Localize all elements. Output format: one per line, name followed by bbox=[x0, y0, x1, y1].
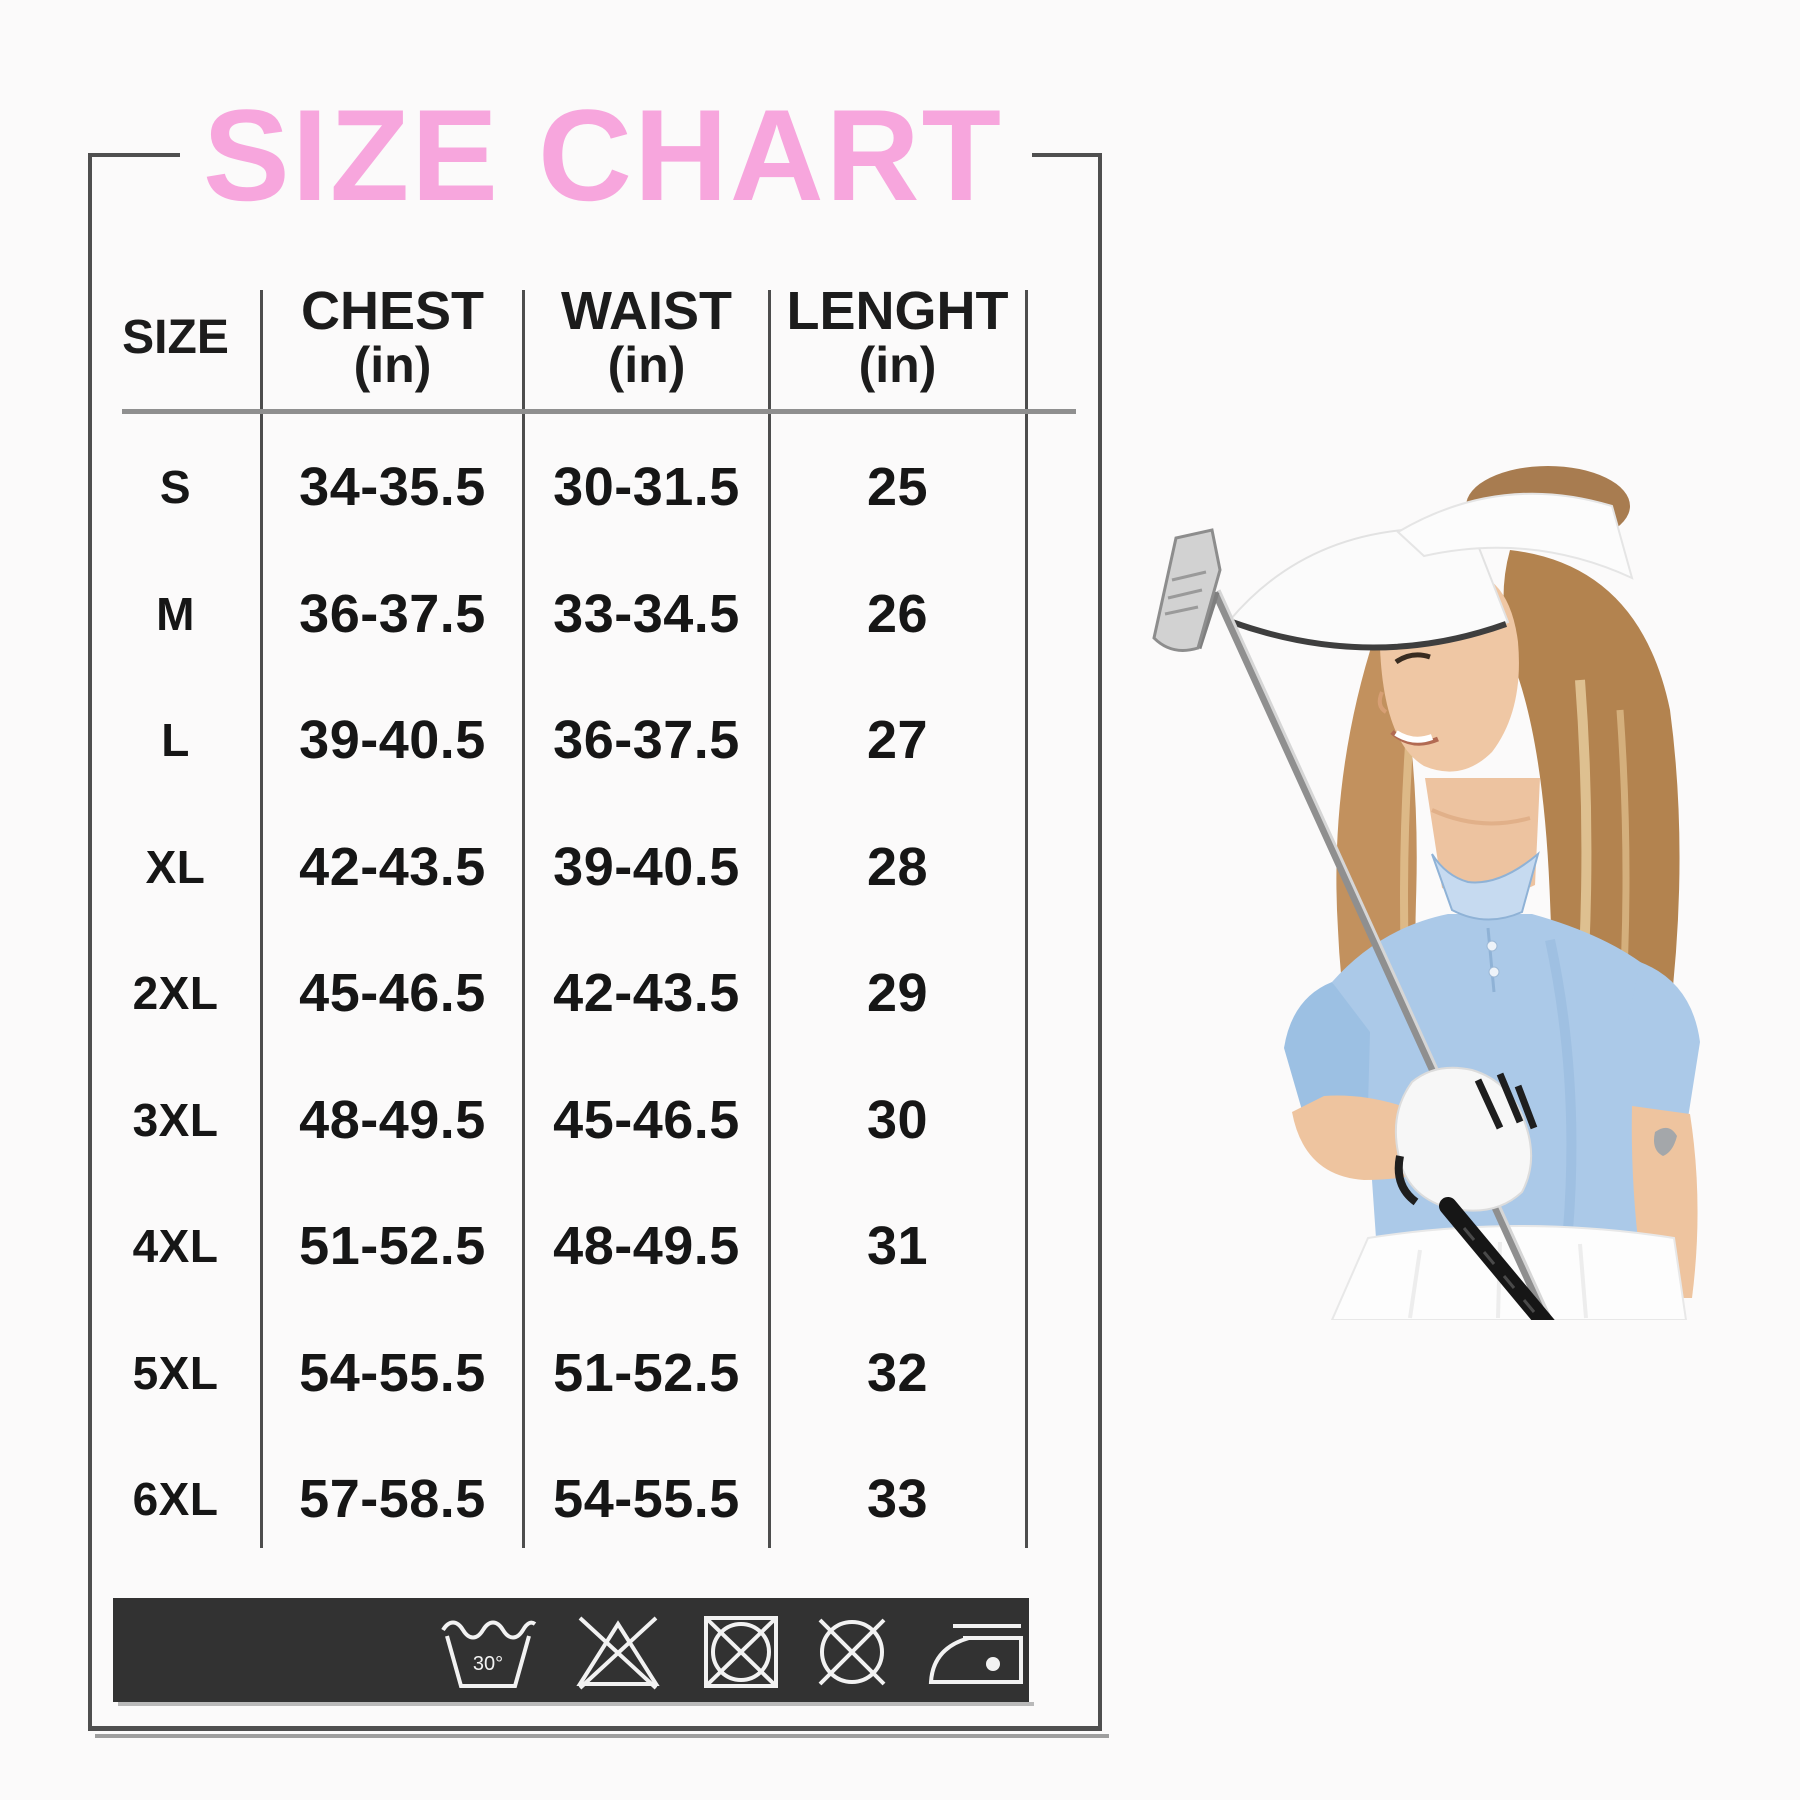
column-header-unit: (in) bbox=[858, 337, 937, 393]
do-not-tumble-dry-icon bbox=[692, 1612, 790, 1692]
column-separator bbox=[1025, 290, 1028, 1548]
table-row: XL 42-43.5 39-40.5 28 bbox=[90, 804, 1026, 930]
cell-chest: 57-58.5 bbox=[299, 1469, 486, 1529]
sleeve bbox=[1628, 962, 1700, 1121]
visor-trim bbox=[1230, 619, 1508, 651]
neck bbox=[1425, 778, 1540, 898]
cell-waist: 45-46.5 bbox=[553, 1090, 740, 1150]
cell-size: XL bbox=[145, 841, 206, 893]
care-bar-shadow bbox=[118, 1702, 1034, 1706]
table-row: 2XL 45-46.5 42-43.5 29 bbox=[90, 930, 1026, 1056]
golf-club-head bbox=[1152, 528, 1222, 652]
cell-size: M bbox=[156, 588, 195, 640]
cell-chest: 34-35.5 bbox=[299, 457, 486, 517]
frame-bottom-border bbox=[88, 1726, 1102, 1731]
cell-size: 2XL bbox=[132, 967, 219, 1019]
visor-band bbox=[1396, 492, 1634, 580]
cell-waist: 54-55.5 bbox=[553, 1469, 740, 1529]
frame-left-border bbox=[88, 153, 92, 1730]
cell-waist: 33-34.5 bbox=[553, 584, 740, 644]
column-header-label: SIZE bbox=[122, 310, 229, 364]
cell-length: 26 bbox=[866, 584, 929, 644]
cell-waist: 39-40.5 bbox=[553, 837, 740, 897]
table-row: L 39-40.5 36-37.5 27 bbox=[90, 677, 1026, 803]
cell-chest: 48-49.5 bbox=[299, 1090, 486, 1150]
do-not-bleach-icon bbox=[572, 1612, 664, 1692]
cell-length: 32 bbox=[866, 1343, 929, 1403]
cell-length: 33 bbox=[866, 1469, 929, 1529]
cell-length: 28 bbox=[866, 837, 929, 897]
table-row: 6XL 57-58.5 54-55.5 33 bbox=[90, 1436, 1026, 1562]
frame-right-border bbox=[1098, 153, 1102, 1730]
column-header-waist: WAIST (in) bbox=[524, 284, 769, 390]
care-instructions-bar bbox=[113, 1598, 1029, 1702]
cell-waist: 42-43.5 bbox=[553, 963, 740, 1023]
cell-length: 31 bbox=[866, 1216, 929, 1276]
column-separator bbox=[260, 290, 263, 1548]
cell-length: 30 bbox=[866, 1090, 929, 1150]
cell-waist: 51-52.5 bbox=[553, 1343, 740, 1403]
column-header-length: LENGHT (in) bbox=[769, 284, 1026, 390]
cell-waist: 30-31.5 bbox=[553, 457, 740, 517]
column-header-unit: (in) bbox=[353, 337, 432, 393]
column-header-label: LENGHT bbox=[786, 281, 1009, 341]
column-separator bbox=[522, 290, 525, 1548]
column-header-label: WAIST bbox=[561, 281, 732, 341]
tattoo bbox=[1654, 1127, 1677, 1156]
cell-chest: 51-52.5 bbox=[299, 1216, 486, 1276]
cell-chest: 45-46.5 bbox=[299, 963, 486, 1023]
golf-club-grip bbox=[1439, 1197, 1555, 1320]
machine-wash-30-icon: 30° bbox=[435, 1612, 539, 1692]
sleeve bbox=[1284, 982, 1370, 1126]
table-row: S 34-35.5 30-31.5 25 bbox=[90, 424, 1026, 550]
golfer-photo bbox=[1152, 466, 1700, 1320]
frame-bottom-shadow bbox=[95, 1734, 1109, 1738]
cell-size: 5XL bbox=[132, 1347, 219, 1399]
cell-chest: 54-55.5 bbox=[299, 1343, 486, 1403]
golf-glove bbox=[1394, 1066, 1533, 1212]
polo-collar bbox=[1431, 851, 1540, 921]
cell-waist: 36-37.5 bbox=[553, 710, 740, 770]
table-row: 5XL 54-55.5 51-52.5 32 bbox=[90, 1310, 1026, 1436]
table-header: SIZE CHEST (in) WAIST (in) LENGHT (in) bbox=[90, 272, 1026, 402]
table-row: 3XL 48-49.5 45-46.5 30 bbox=[90, 1057, 1026, 1183]
frame-top-right-segment bbox=[1032, 153, 1102, 157]
do-not-dry-clean-icon bbox=[806, 1612, 898, 1692]
cell-size: 4XL bbox=[132, 1220, 219, 1272]
cell-size: 3XL bbox=[132, 1094, 219, 1146]
eye bbox=[1394, 652, 1431, 665]
iron-low-icon bbox=[923, 1612, 1031, 1692]
cell-length: 25 bbox=[866, 457, 929, 517]
polo-button bbox=[1486, 940, 1498, 952]
cell-length: 29 bbox=[866, 963, 929, 1023]
page-title: SIZE CHART bbox=[203, 82, 1003, 228]
column-header-label: CHEST bbox=[300, 281, 484, 341]
svg-text:30°: 30° bbox=[473, 1653, 503, 1675]
polo-button bbox=[1488, 966, 1500, 978]
cell-chest: 36-37.5 bbox=[299, 584, 486, 644]
cell-chest: 42-43.5 bbox=[299, 837, 486, 897]
frame-top-left-segment bbox=[88, 153, 180, 157]
cell-size: L bbox=[161, 714, 190, 766]
nose bbox=[1377, 691, 1388, 714]
header-underline bbox=[122, 409, 1076, 414]
table-row: 4XL 51-52.5 48-49.5 31 bbox=[90, 1183, 1026, 1309]
cell-waist: 48-49.5 bbox=[553, 1216, 740, 1276]
table-row: M 36-37.5 33-34.5 26 bbox=[90, 551, 1026, 677]
cell-size: S bbox=[159, 461, 192, 513]
column-header-chest: CHEST (in) bbox=[261, 284, 524, 390]
column-header-size: SIZE bbox=[90, 310, 261, 365]
cell-length: 27 bbox=[866, 710, 929, 770]
column-separator bbox=[768, 290, 771, 1548]
cell-chest: 39-40.5 bbox=[299, 710, 486, 770]
column-header-unit: (in) bbox=[607, 337, 686, 393]
cell-size: 6XL bbox=[132, 1473, 219, 1525]
